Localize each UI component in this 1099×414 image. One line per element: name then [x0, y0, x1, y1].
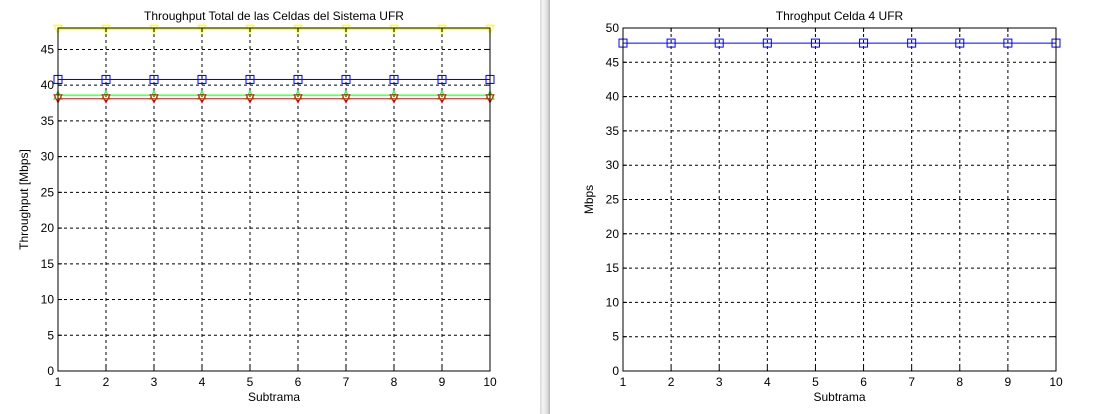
y-tick-label: 50 [606, 21, 620, 35]
data-point [437, 74, 447, 84]
x-tick-label: 3 [716, 375, 723, 389]
y-tick-label: 5 [47, 328, 54, 342]
data-point [389, 74, 399, 84]
y-tick-label: 35 [606, 124, 620, 138]
x-tick-label: 7 [908, 375, 915, 389]
x-tick-label: 6 [860, 375, 867, 389]
y-tick-label: 35 [41, 114, 55, 128]
data-point [245, 74, 255, 84]
data-point [762, 38, 772, 48]
x-tick-label: 1 [620, 375, 627, 389]
throughput-total-chart: 1 2 3 4 5 6 7 8 9 10051015202530354045Throughput … [17, 9, 497, 404]
x-tick-label: 9 [1005, 375, 1012, 389]
chart-title: Throughput Total de las Celdas del Siste… [144, 9, 404, 23]
x-tick-label: 1 [55, 375, 62, 389]
y-tick-label: 45 [41, 42, 55, 56]
data-point [859, 38, 869, 48]
chart-title: Throghput Celda 4 UFR [776, 9, 904, 23]
data-point [197, 94, 207, 104]
y-axis-label: Throughput [Mbps] [17, 149, 31, 250]
y-tick-label: 25 [606, 193, 620, 207]
data-point [245, 24, 255, 35]
data-point [907, 38, 917, 48]
y-tick-label: 10 [606, 295, 620, 309]
y-tick-label: 30 [606, 158, 620, 172]
x-tick-label: 2 [103, 375, 110, 389]
y-tick-label: 0 [612, 364, 619, 378]
y-tick-label: 40 [606, 90, 620, 104]
figure-divider[interactable] [540, 0, 550, 414]
data-point [293, 74, 303, 84]
x-tick-label: 10 [483, 375, 497, 389]
x-tick-label: 7 [343, 375, 350, 389]
x-tick-label: 5 [247, 375, 254, 389]
data-point [197, 24, 207, 35]
data-point [341, 94, 351, 104]
data-point [293, 94, 303, 104]
y-tick-label: 40 [41, 78, 55, 92]
data-point [341, 24, 351, 35]
y-tick-label: 20 [606, 227, 620, 241]
x-tick-label: 10 [1049, 375, 1063, 389]
x-tick-label: 6 [295, 375, 302, 389]
data-point [149, 24, 159, 35]
data-point [101, 94, 111, 104]
y-tick-label: 30 [41, 150, 55, 164]
y-tick-label: 45 [606, 55, 620, 69]
x-axis-label: Subtrama [248, 390, 300, 404]
y-tick-label: 25 [41, 185, 55, 199]
axes-box [57, 27, 491, 372]
y-tick-label: 15 [606, 261, 620, 275]
series-0 [53, 24, 495, 35]
data-point [1003, 38, 1013, 48]
y-tick-label: 10 [41, 293, 55, 307]
y-tick-label: 15 [41, 257, 55, 271]
series-1 [53, 74, 495, 84]
data-point [437, 24, 447, 35]
data-point [293, 24, 303, 35]
y-tick-label: 20 [41, 221, 55, 235]
throughput-cell4-chart: 1 2 3 4 5 6 7 8 9 1005101520253035404550Throghput… [582, 9, 1063, 404]
right-figure-panel: 1 2 3 4 5 6 7 8 9 10 0 5 10 15 20 25 30 35 40 45 50 Throghput… [550, 0, 1099, 414]
y-tick-label: 0 [47, 364, 54, 378]
data-point [666, 38, 676, 48]
x-tick-label: 8 [956, 375, 963, 389]
data-point [389, 24, 399, 35]
data-point [810, 38, 820, 48]
x-tick-label: 4 [764, 375, 771, 389]
x-tick-label: 4 [199, 375, 206, 389]
x-tick-label: 3 [151, 375, 158, 389]
x-tick-label: 2 [668, 375, 675, 389]
data-point [149, 94, 159, 104]
x-tick-label: 8 [391, 375, 398, 389]
left-figure-panel: 1 2 3 4 5 6 7 8 9 10 0 5 10 15 20 25 30 35 40 45 Throughput … [0, 0, 540, 414]
data-point [437, 94, 447, 104]
x-tick-label: 5 [812, 375, 819, 389]
data-point [245, 94, 255, 104]
data-point [101, 74, 111, 84]
x-axis-label: Subtrama [813, 390, 865, 404]
x-tick-label: 9 [439, 375, 446, 389]
data-point [341, 74, 351, 84]
data-point [485, 24, 495, 35]
y-axis-label: Mbps [582, 185, 596, 214]
data-point [955, 38, 965, 48]
data-point [197, 74, 207, 84]
data-point [389, 94, 399, 104]
data-point [101, 24, 111, 35]
data-point [149, 74, 159, 84]
data-point [714, 38, 724, 48]
y-tick-label: 5 [612, 330, 619, 344]
data-point [53, 24, 63, 35]
